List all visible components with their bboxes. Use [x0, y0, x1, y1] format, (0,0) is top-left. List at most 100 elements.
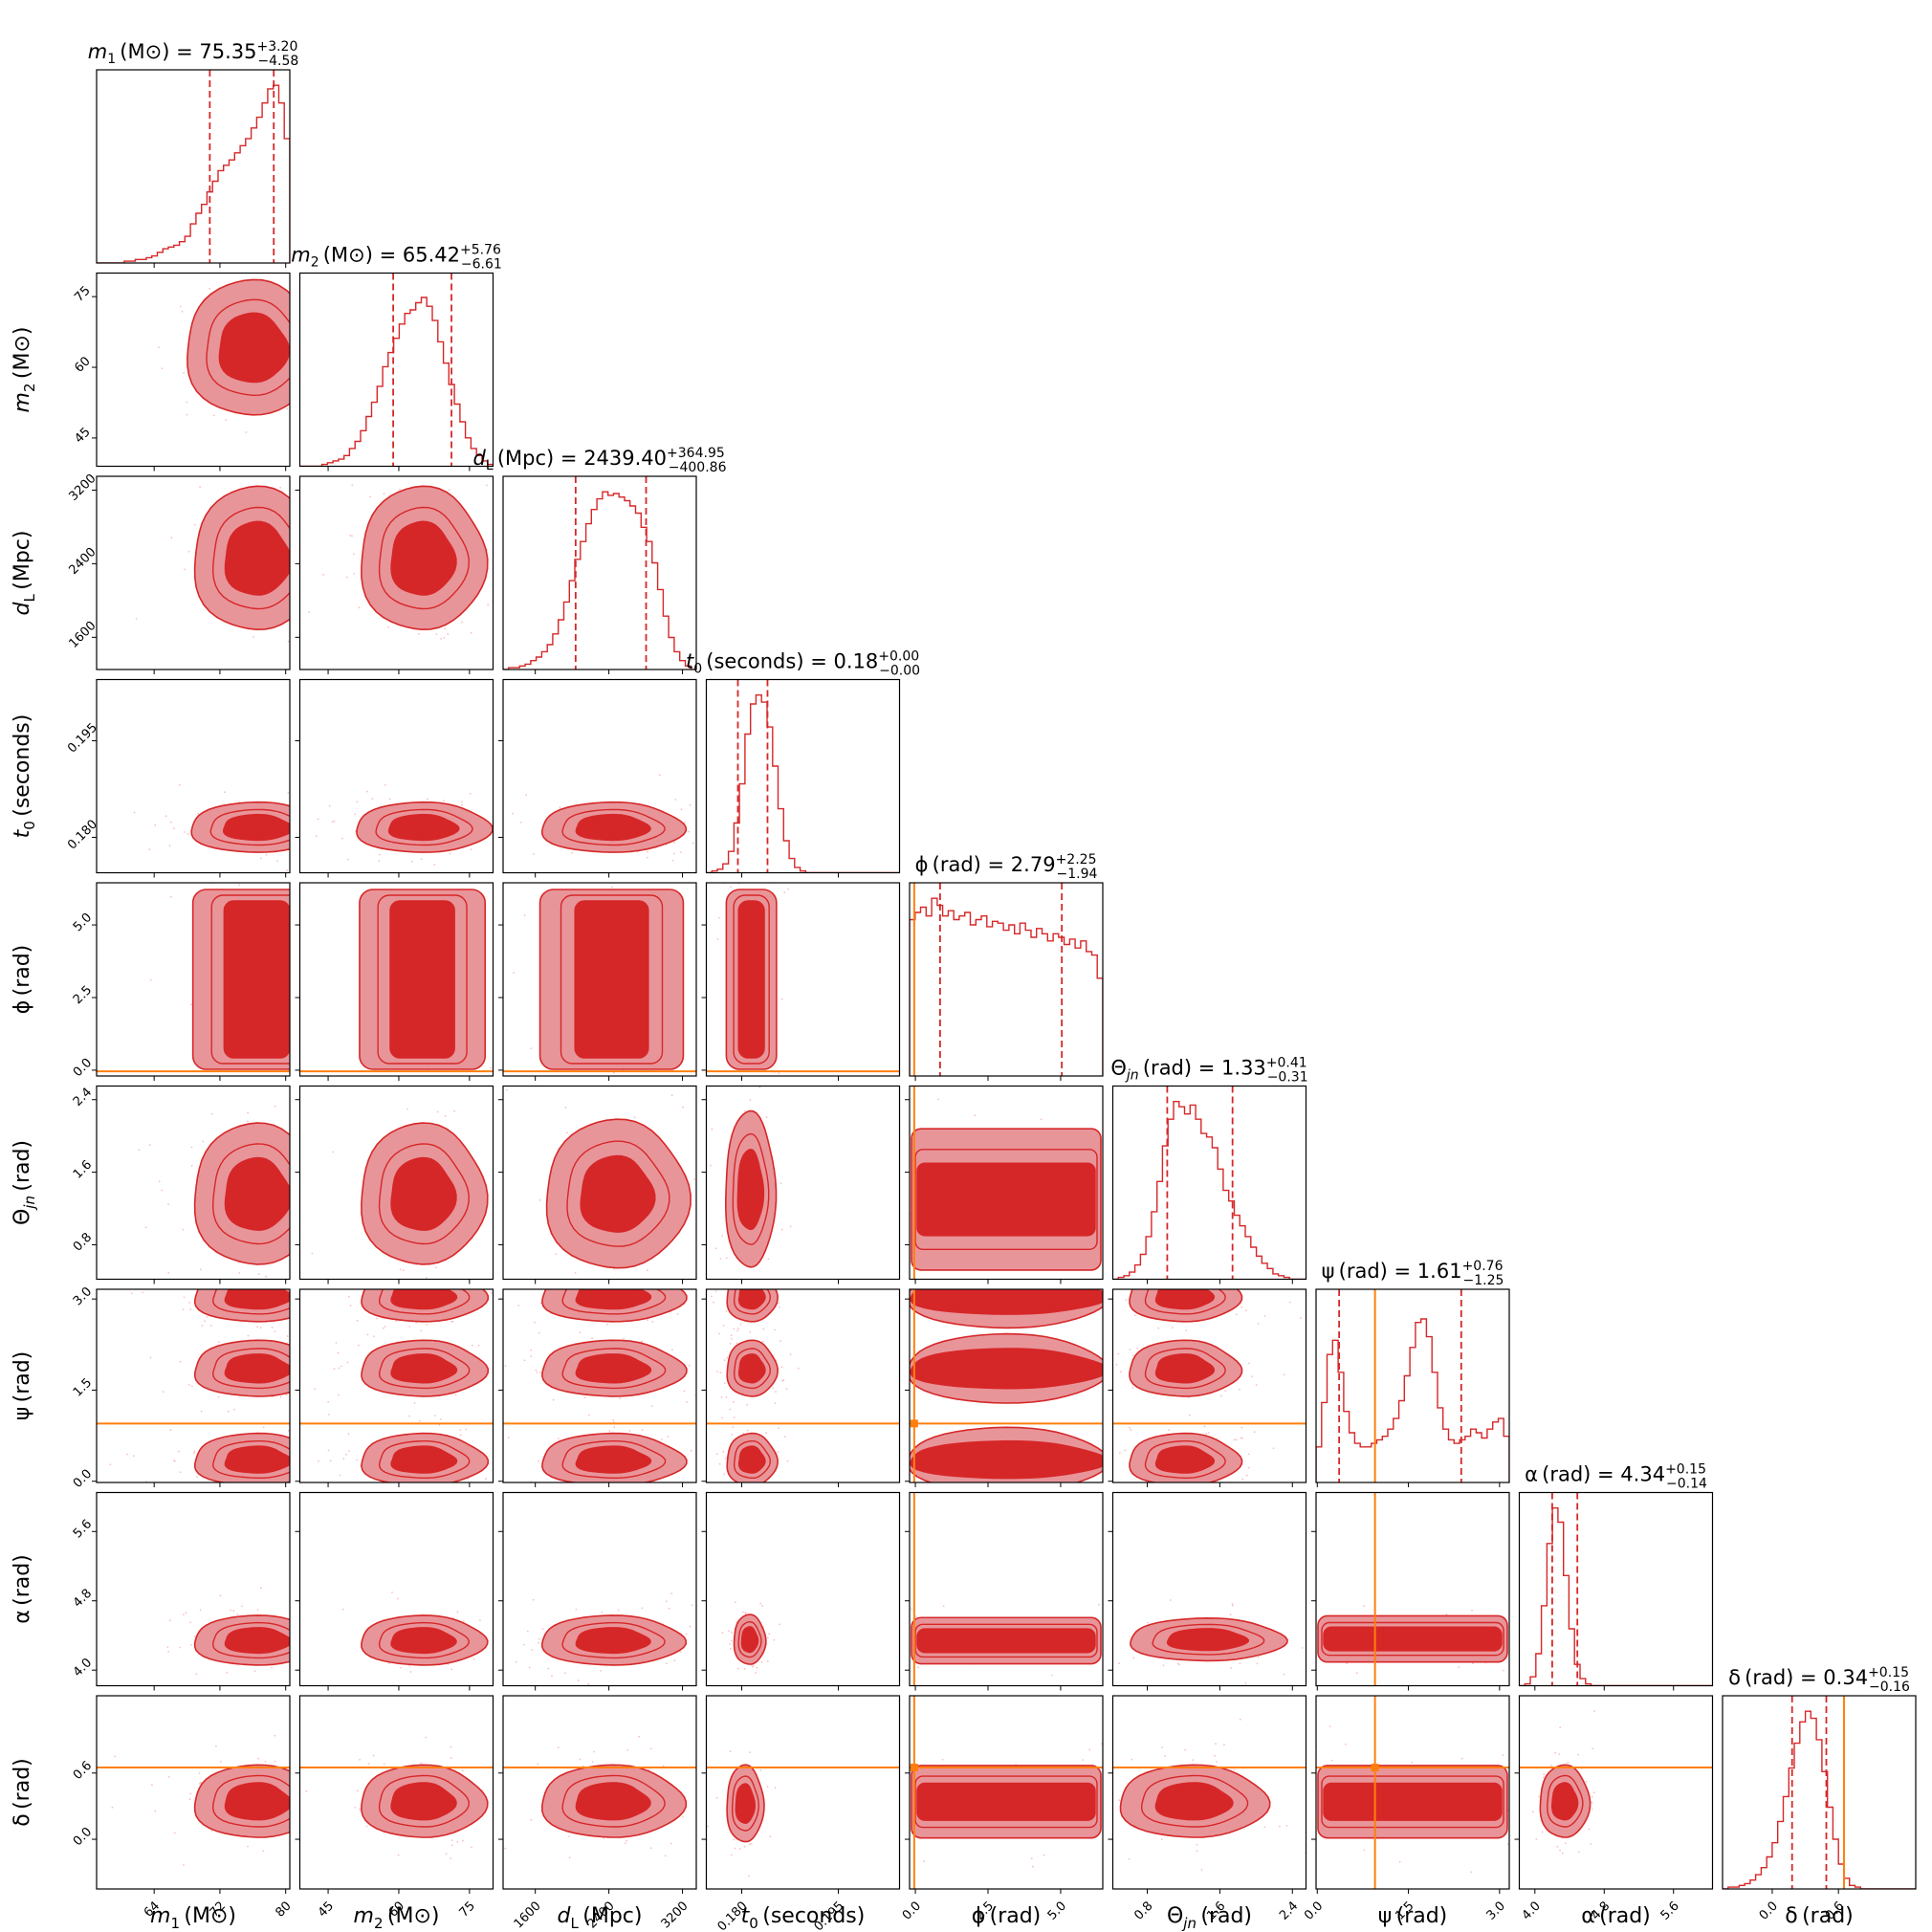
scatter-point [1591, 1801, 1593, 1804]
scatter-point [1186, 1514, 1188, 1516]
scatter-point [335, 1342, 338, 1344]
scatter-point [274, 1105, 276, 1108]
panel-content [1316, 1492, 1508, 1686]
contour-panel-m1-m2: 45 60 75 [72, 264, 391, 472]
scatter-point [418, 1419, 421, 1422]
scatter-point [267, 264, 269, 266]
x-tick-label: 80 [273, 1899, 294, 1920]
scatter-point [710, 1011, 712, 1013]
scatter-point [410, 860, 413, 863]
contour-inner [390, 1445, 458, 1474]
contour-inner [224, 1353, 290, 1384]
x-tick-label: 5.6 [1658, 1899, 1682, 1922]
scatter-point [635, 1286, 637, 1288]
scatter-point [496, 1301, 498, 1303]
scatter-point [1157, 1327, 1160, 1329]
scatter-point [1132, 1657, 1134, 1659]
scatter-point [743, 1109, 746, 1112]
scatter-point [1192, 1759, 1195, 1762]
scatter-point [686, 1401, 688, 1403]
x-tick-label: 1600 [512, 1899, 544, 1931]
scatter-point [558, 1438, 560, 1440]
scatter-point [1124, 1449, 1127, 1452]
contour-inner [223, 900, 290, 1059]
y-tick-label: 0.0 [71, 1825, 95, 1849]
scatter-point [1556, 1845, 1559, 1848]
scatter-point [1272, 1447, 1275, 1450]
scatter-point [167, 1650, 170, 1653]
contour-inner [574, 900, 649, 1059]
scatter-point [1187, 1285, 1189, 1287]
scatter-point [169, 821, 172, 823]
scatter-point [313, 824, 315, 826]
panel-frame [298, 1695, 494, 1890]
histogram-psi [1316, 1318, 1509, 1482]
scatter-point [216, 1283, 218, 1284]
scatter-point [1279, 1825, 1281, 1828]
scatter-point [778, 1248, 779, 1250]
y-tick-label: 0.0 [71, 1056, 95, 1080]
scatter-point [1120, 1371, 1122, 1373]
scatter-point [726, 1356, 728, 1359]
scatter-point [389, 312, 391, 314]
scatter-point [316, 807, 318, 809]
scatter-point [433, 864, 436, 866]
scatter-point [303, 1460, 305, 1461]
scatter-point [408, 1326, 411, 1328]
contour-panel-dl-alpha [498, 1491, 697, 1691]
scatter-point [528, 1666, 531, 1669]
panel-frame [1518, 1491, 1714, 1687]
scatter-point [304, 354, 306, 356]
scatter-point [456, 1611, 459, 1614]
scatter-point [721, 1790, 723, 1792]
scatter-point [262, 1426, 265, 1429]
scatter-point [167, 1203, 169, 1206]
scatter-point [486, 484, 488, 487]
scatter-point [711, 1128, 714, 1131]
scatter-point [318, 1467, 320, 1469]
y-tick-label: 0.0 [71, 1467, 95, 1491]
scatter-point [721, 1632, 724, 1634]
scatter-point [467, 1276, 469, 1278]
scatter-point [1118, 1799, 1121, 1801]
scatter-point [199, 1609, 202, 1612]
scatter-point [232, 1610, 235, 1612]
scatter-point [780, 1494, 782, 1496]
scatter-point [1328, 1725, 1331, 1727]
scatter-point [327, 1449, 330, 1452]
scatter-point [162, 1391, 165, 1394]
contour-panel-m1-psi: 0.0 1.5 3.0 [71, 1283, 320, 1491]
scatter-point [266, 264, 268, 266]
scatter-point [1218, 1490, 1219, 1492]
scatter-point [1131, 1387, 1134, 1389]
scatter-point [1104, 1810, 1106, 1811]
scatter-point [1231, 1605, 1234, 1607]
scatter-point [294, 1456, 296, 1458]
scatter-point [665, 1328, 667, 1329]
scatter-point [380, 1272, 382, 1274]
scatter-point [315, 955, 317, 957]
scatter-point [327, 1400, 330, 1403]
scatter-point [67, 583, 69, 585]
histogram-theta [1112, 1101, 1306, 1280]
scatter-point [450, 1757, 452, 1760]
scatter-point [1185, 1329, 1188, 1331]
contour-panel-theta-alpha [1108, 1491, 1307, 1691]
scatter-point [454, 1394, 457, 1396]
scatter-point [1239, 1718, 1241, 1721]
scatter-point [399, 488, 401, 491]
scatter-point [612, 1418, 615, 1421]
contour-middle [914, 1623, 1098, 1658]
scatter-point [766, 1786, 769, 1789]
scatter-point [761, 1605, 763, 1607]
scatter-point [309, 1647, 311, 1649]
scatter-point [1194, 1272, 1196, 1274]
scatter-point [316, 1232, 318, 1234]
scatter-point [291, 1299, 293, 1301]
scatter-point [406, 1108, 408, 1110]
scatter-point [497, 1362, 499, 1364]
contour-middle [914, 1775, 1098, 1829]
scatter-point [517, 863, 519, 865]
scatter-point [340, 1754, 342, 1756]
scatter-point [343, 1825, 345, 1827]
